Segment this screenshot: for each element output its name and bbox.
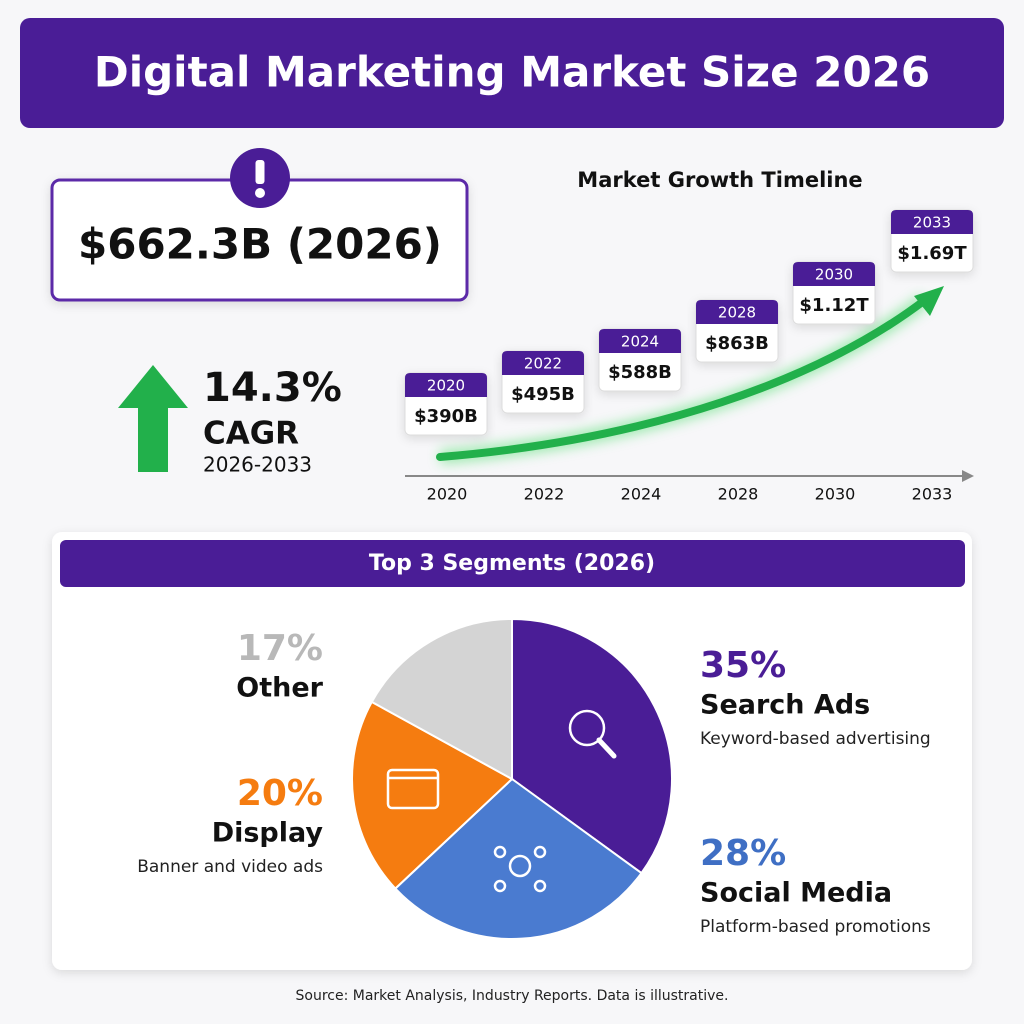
segment-description: Platform-based promotions	[700, 917, 931, 937]
timeline-card-year: 2022	[524, 355, 562, 373]
timeline-card-value: $1.69T	[897, 243, 967, 264]
timeline-axis-head	[962, 470, 974, 482]
alert-icon-bar	[255, 160, 265, 184]
segments-header	[60, 540, 965, 587]
timeline-axis-label: 2030	[815, 485, 856, 504]
timeline-card-value: $1.12T	[799, 295, 869, 316]
timeline-card-header	[891, 210, 973, 234]
timeline-card-year: 2024	[621, 333, 659, 351]
segment-name: Social Media	[700, 878, 892, 909]
highlight-value: $662.3B (2026)	[78, 220, 442, 269]
social-icon-node	[493, 845, 507, 859]
search-icon-handle	[596, 737, 617, 759]
timeline-card-header	[793, 262, 875, 286]
segment-percent: 28%	[700, 833, 786, 874]
source-note: Source: Market Analysis, Industry Report…	[296, 988, 729, 1004]
display-icon	[386, 768, 440, 810]
growth-arrow	[436, 296, 929, 461]
alert-icon-dot	[255, 188, 265, 198]
pie-chart	[351, 617, 673, 940]
timeline-card-value: $390B	[414, 406, 478, 427]
social-icon	[508, 854, 532, 878]
timeline-card-header	[502, 351, 584, 375]
search-icon	[568, 709, 606, 747]
timeline-card-value: $495B	[511, 384, 575, 405]
segment-description: Banner and video ads	[137, 857, 323, 877]
segment-description: Keyword-based advertising	[700, 729, 931, 749]
social-icon-node	[533, 879, 547, 893]
social-icon-node	[533, 845, 547, 859]
cagr-label: CAGR	[203, 416, 299, 452]
timeline-card-value: $863B	[705, 333, 769, 354]
timeline-card-year: 2030	[815, 266, 853, 284]
segment-percent: 17%	[237, 628, 323, 669]
timeline-card-year: 2020	[427, 377, 465, 395]
timeline-axis-label: 2020	[427, 485, 468, 504]
timeline-card-year: 2028	[718, 304, 756, 322]
timeline-axis-label: 2028	[718, 485, 759, 504]
cagr-period: 2026-2033	[203, 453, 312, 477]
timeline: 2020 $390B 2020 2022 $495B 2022 2024 $588B 2024 2…	[404, 209, 974, 504]
pie-slice	[351, 700, 514, 890]
title: Digital Marketing Market Size 2026	[94, 48, 930, 97]
pie-slice	[393, 777, 643, 940]
segments-title: Top 3 Segments (2026)	[369, 551, 655, 576]
segment-name: Search Ads	[700, 690, 870, 721]
segment-name: Other	[236, 673, 323, 704]
timeline-card-header	[405, 373, 487, 397]
timeline-card-header	[696, 300, 778, 324]
growth-arrow-head	[914, 286, 944, 316]
timeline-title: Market Growth Timeline	[577, 168, 862, 192]
pie-slice	[511, 617, 673, 875]
timeline-axis-label: 2033	[912, 485, 953, 504]
timeline-card-header	[599, 329, 681, 353]
segment-name: Display	[212, 818, 324, 849]
segment-percent: 20%	[237, 773, 323, 814]
segment-labels: 35% Search Ads Keyword-based advertising 28…	[137, 628, 931, 937]
timeline-card-value: $588B	[608, 362, 672, 383]
social-icon-node	[493, 879, 507, 893]
up-arrow	[118, 365, 188, 472]
segment-percent: 35%	[700, 645, 786, 686]
pie-slice	[370, 617, 513, 781]
timeline-axis-label: 2024	[621, 485, 662, 504]
header-bar	[20, 18, 1004, 128]
timeline-card-year: 2033	[913, 214, 951, 232]
segment-icons	[386, 709, 617, 893]
timeline-axis-label: 2022	[524, 485, 565, 504]
cagr-rate: 14.3%	[203, 365, 342, 411]
